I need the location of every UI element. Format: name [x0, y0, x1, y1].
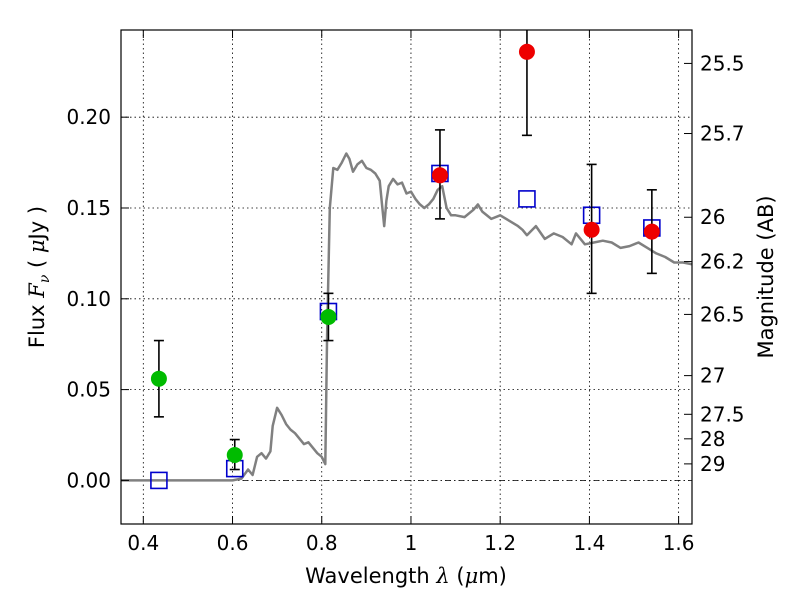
data-series: [121, 152, 692, 482]
x-tick-label: 1.2: [484, 531, 516, 555]
observed-flux-point: [226, 446, 243, 463]
x-tick-label: 0.6: [217, 531, 249, 555]
y2-tick-label: 29: [700, 452, 725, 476]
y2-tick-label: 27.5: [700, 402, 745, 426]
y-tick-label: 0.00: [66, 468, 111, 492]
x-axis-title: Wavelength λ (μm): [305, 564, 507, 588]
axis-ticks: 0.4 0.6 0.8 1 1.2 1.4 1.6 0.00 0.05 0.10 0.15 0.20 2…: [66, 30, 745, 555]
plot-frame: [120, 29, 693, 525]
observed-flux-point: [431, 167, 448, 184]
observed-flux-point: [320, 308, 337, 325]
x-tick-label: 1.4: [573, 531, 605, 555]
observed-flux-point: [518, 43, 535, 60]
model-flux-square: [518, 190, 536, 208]
model-flux-square: [150, 471, 168, 490]
y-tick-label: 0.15: [66, 196, 111, 220]
y2-tick-label: 25.7: [700, 122, 745, 146]
y2-tick-label: 28: [700, 427, 725, 451]
x-tick-label: 0.4: [127, 531, 159, 555]
y2-tick-label: 26.5: [700, 302, 745, 326]
observed-flux-point: [583, 221, 600, 238]
model-spectrum-line: [121, 152, 692, 482]
y2-tick-label: 27: [700, 364, 725, 388]
y2-tick-label: 25.5: [700, 51, 745, 75]
y-tick-label: 0.05: [66, 378, 111, 402]
y-tick-label: 0.20: [66, 105, 111, 129]
y2-axis-title: Magnitude (AB): [754, 195, 778, 358]
x-tick-label: 1.6: [663, 531, 695, 555]
x-tick-label: 1: [405, 531, 418, 555]
y2-tick-label: 26.2: [700, 250, 745, 274]
y-tick-label: 0.10: [66, 287, 111, 311]
y2-tick-label: 26: [700, 205, 725, 229]
observed-flux-point: [643, 223, 660, 240]
x-tick-label: 0.8: [306, 531, 338, 555]
plot-background: [121, 30, 692, 524]
y-axis-title: Flux Fν ( μJy ): [25, 206, 53, 348]
observed-flux-point: [150, 370, 167, 387]
data-markers: [150, 30, 661, 490]
